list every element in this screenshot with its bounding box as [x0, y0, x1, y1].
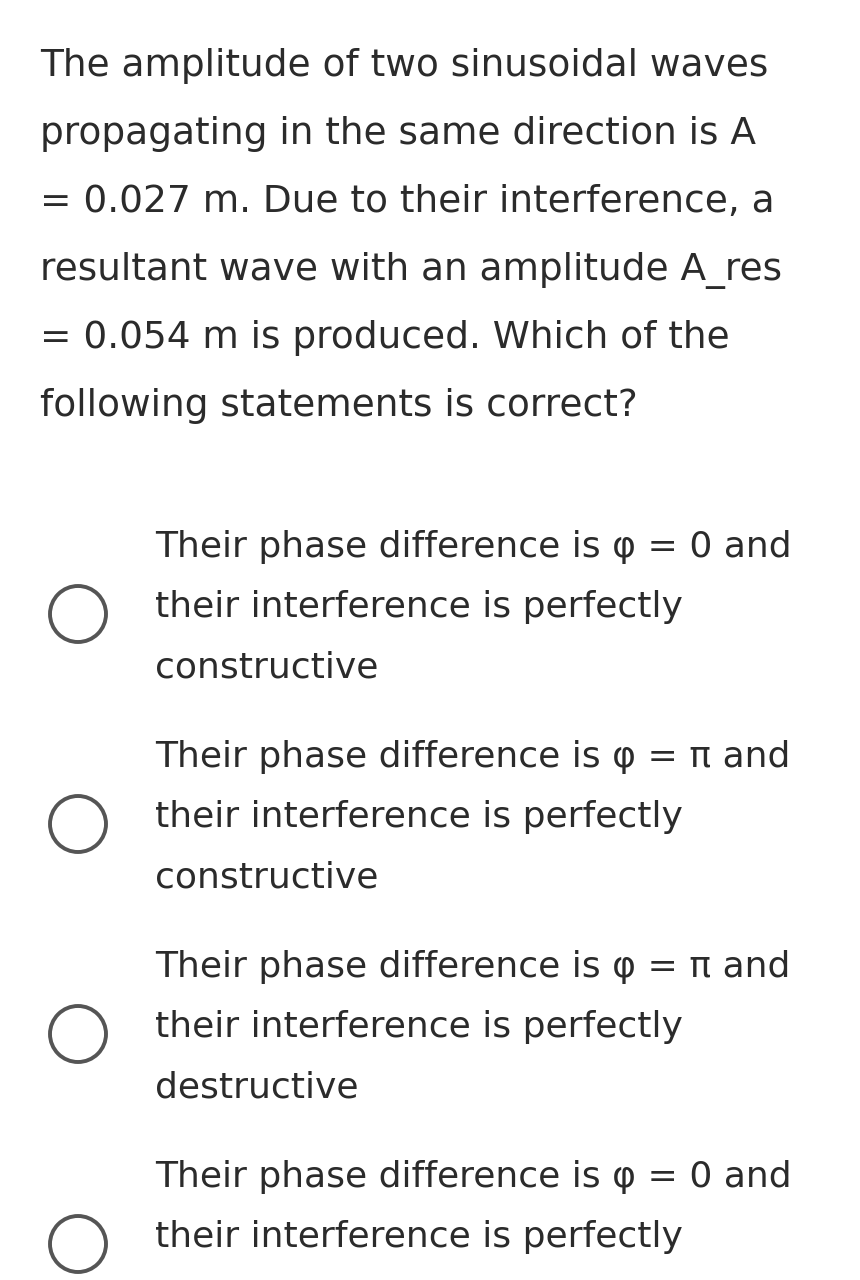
Text: Their phase difference is φ = 0 and: Their phase difference is φ = 0 and [155, 1160, 791, 1194]
Text: Their phase difference is φ = π and: Their phase difference is φ = π and [155, 950, 790, 984]
Text: Their phase difference is φ = 0 and: Their phase difference is φ = 0 and [155, 530, 791, 564]
Text: their interference is perfectly: their interference is perfectly [155, 1220, 683, 1254]
Text: = 0.027 m. Due to their interference, a: = 0.027 m. Due to their interference, a [40, 184, 775, 220]
Text: constructive: constructive [155, 650, 378, 684]
Text: resultant wave with an amplitude A_res: resultant wave with an amplitude A_res [40, 252, 782, 289]
Text: their interference is perfectly: their interference is perfectly [155, 590, 683, 623]
Text: following statements is correct?: following statements is correct? [40, 388, 638, 424]
Text: their interference is perfectly: their interference is perfectly [155, 800, 683, 835]
Text: = 0.054 m is produced. Which of the: = 0.054 m is produced. Which of the [40, 320, 729, 356]
Text: constructive: constructive [155, 860, 378, 893]
Text: Their phase difference is φ = π and: Their phase difference is φ = π and [155, 740, 790, 774]
Text: The amplitude of two sinusoidal waves: The amplitude of two sinusoidal waves [40, 47, 768, 84]
Text: destructive: destructive [155, 1070, 359, 1103]
Text: their interference is perfectly: their interference is perfectly [155, 1010, 683, 1044]
Text: propagating in the same direction is A: propagating in the same direction is A [40, 116, 756, 152]
